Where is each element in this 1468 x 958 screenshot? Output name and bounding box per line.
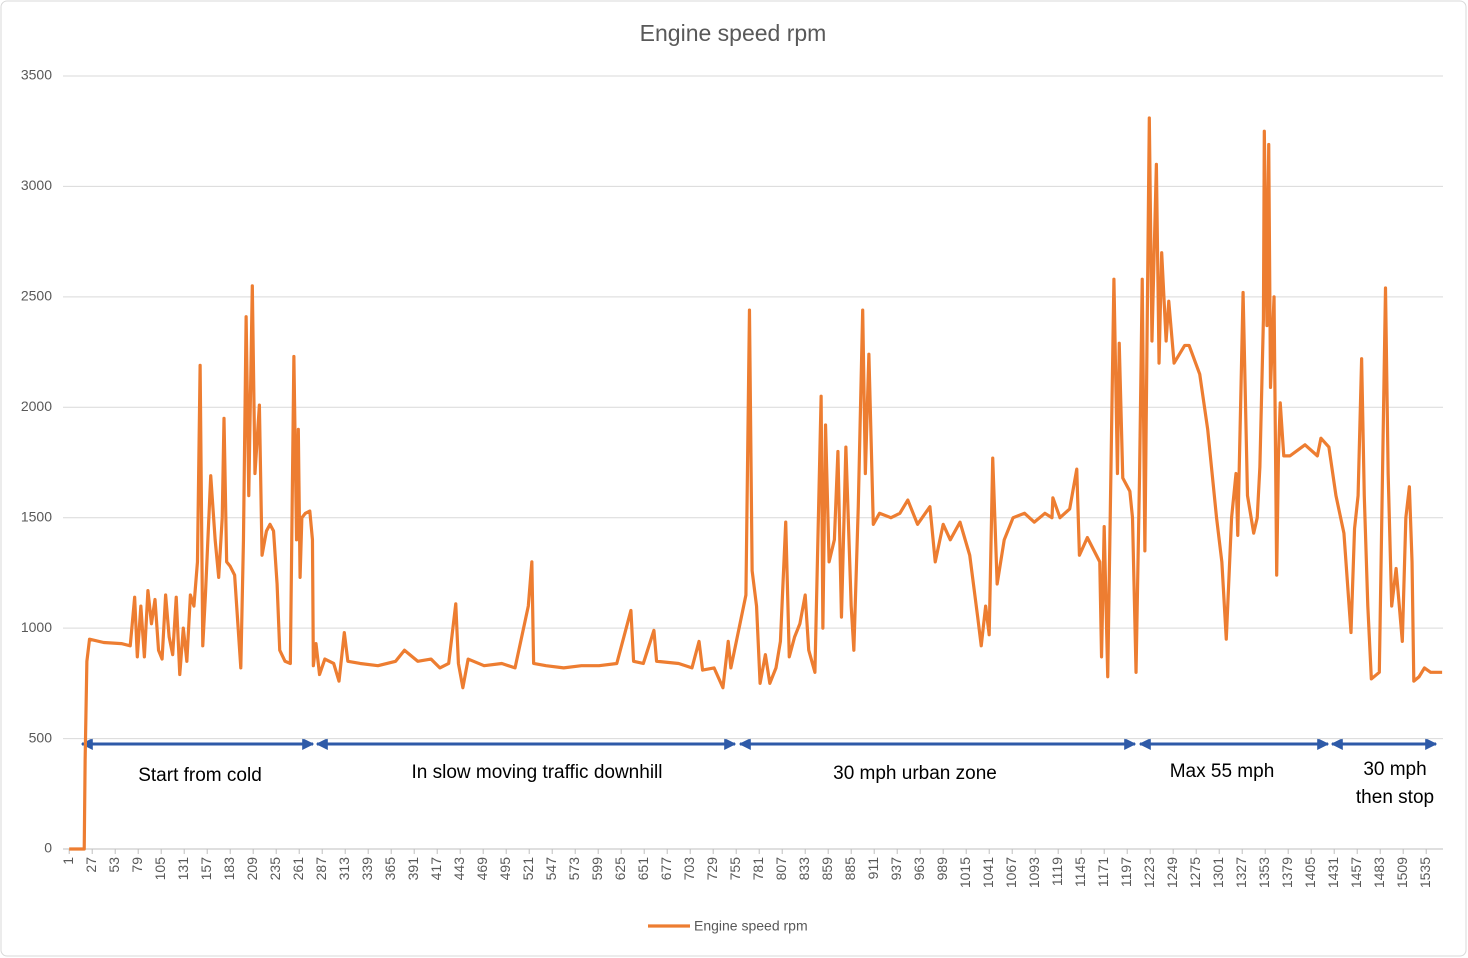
x-tick-label: 1327: [1233, 857, 1249, 888]
x-tick-label: 287: [313, 857, 329, 881]
y-tick-label: 2500: [21, 288, 52, 304]
x-tick-label: 781: [750, 857, 766, 881]
x-tick-label: 339: [359, 857, 375, 881]
x-tick-label: 1171: [1095, 857, 1111, 887]
x-tick-label: 209: [244, 857, 260, 881]
x-tick-label: 651: [635, 857, 651, 881]
x-tick-label: 859: [819, 857, 835, 881]
x-tick-label: 1041: [980, 857, 996, 888]
x-tick-label: 27: [83, 857, 99, 873]
x-tick-label: 443: [451, 857, 467, 881]
x-tick-label: 1535: [1417, 857, 1433, 888]
data-line: [69, 116, 1443, 851]
x-tick-label: 1015: [957, 857, 973, 888]
x-tick-label: 911: [865, 857, 881, 880]
chart-title: Engine speed rpm: [640, 20, 827, 46]
x-tick-label: 1145: [1072, 857, 1088, 887]
x-tick-label: 1431: [1325, 857, 1341, 888]
x-tick-label: 235: [267, 857, 283, 881]
x-tick-label: 989: [934, 857, 950, 881]
x-tick-label: 833: [796, 857, 812, 881]
y-tick-label: 3000: [21, 177, 52, 193]
x-tick-label: 105: [152, 857, 168, 881]
y-tick-label: 1000: [21, 619, 52, 635]
x-tick-label: 1509: [1394, 857, 1410, 888]
annotation: 30 mph then stop: [1355, 759, 1435, 808]
x-tick-label: 1223: [1141, 857, 1157, 888]
x-tick-label: 573: [566, 857, 582, 881]
x-tick-label: 157: [198, 857, 214, 881]
plot-area: 0 500 1000 1500 2000 2500 3000 3500 1 27 53 79 105 13…: [21, 67, 1443, 934]
x-tick-label: 599: [589, 857, 605, 881]
x-tick-label: 1197: [1118, 857, 1134, 887]
annotation: Max 55 mph: [1169, 761, 1275, 782]
x-tick-label: 1119: [1049, 857, 1065, 886]
annotation: Start from cold: [138, 765, 262, 786]
x-tick-label: 1301: [1210, 857, 1226, 888]
x-tick-label: 521: [520, 857, 536, 881]
x-tick-label: 469: [474, 857, 490, 881]
x-tick-label: 963: [911, 857, 927, 881]
x-tick-label: 495: [497, 857, 513, 881]
y-tick-label: 0: [44, 840, 52, 856]
x-tick-label: 703: [681, 857, 697, 881]
x-tick-label: 729: [704, 857, 720, 881]
x-tick-label: 131: [175, 857, 191, 881]
y-tick-label: 2000: [21, 398, 52, 414]
x-tick-label: 391: [405, 857, 421, 881]
x-tick-label: 79: [129, 857, 145, 873]
x-tick-label: 183: [221, 857, 237, 881]
x-tick-label: 261: [290, 857, 306, 881]
x-tick-label: 1405: [1302, 857, 1318, 888]
x-tick-label: 365: [382, 857, 398, 881]
x-tick-label: 53: [106, 857, 122, 873]
annotation: In slow moving traffic downhill: [411, 762, 663, 783]
x-tick-label: 1353: [1256, 857, 1272, 888]
x-tick-label: 1275: [1187, 857, 1203, 888]
x-tick-label: 937: [888, 857, 904, 881]
x-tick-label: 547: [543, 857, 559, 881]
x-tick-label: 1457: [1348, 857, 1364, 888]
annotation: 30 mph urban zone: [833, 763, 997, 784]
x-tick-label: 1483: [1371, 857, 1387, 888]
x-tick-label: 1379: [1279, 857, 1295, 888]
y-tick-label: 3500: [21, 67, 52, 83]
x-tick-label: 1: [60, 857, 76, 865]
x-tick-label: 755: [727, 857, 743, 881]
x-tick-label: 417: [428, 857, 444, 881]
x-tick-label: 625: [612, 857, 628, 881]
x-tick-label: 1093: [1026, 857, 1042, 888]
x-tick-label: 677: [658, 857, 674, 881]
legend-label: Engine speed rpm: [694, 918, 808, 934]
x-tick-label: 885: [842, 857, 858, 881]
x-tick-label: 1249: [1164, 857, 1180, 888]
x-tick-label: 807: [773, 857, 789, 881]
y-tick-label: 500: [29, 729, 53, 745]
y-tick-label: 1500: [21, 508, 52, 524]
x-tick-label: 313: [336, 857, 352, 881]
x-tick-label: 1067: [1003, 857, 1019, 888]
